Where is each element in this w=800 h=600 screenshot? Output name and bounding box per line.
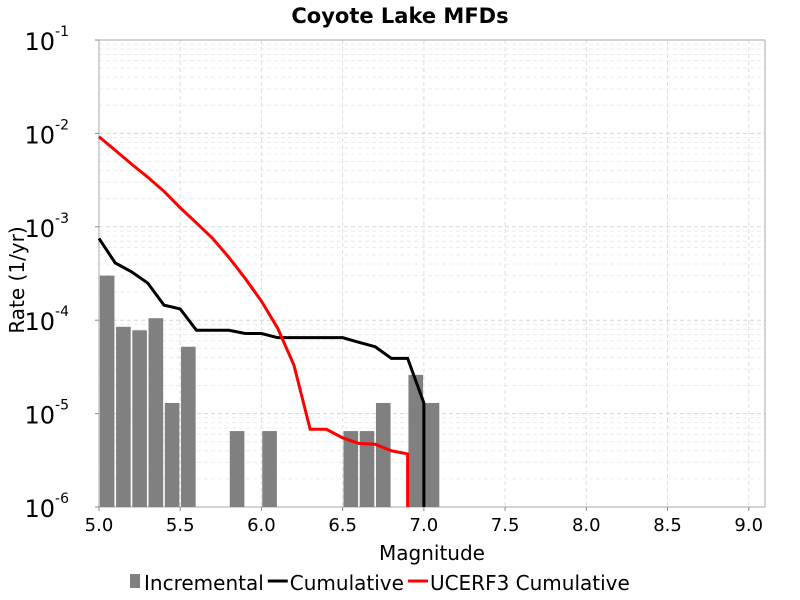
incremental-bar — [132, 330, 147, 507]
y-tick-label: 10-6 — [24, 491, 69, 523]
legend-label: Cumulative — [290, 571, 404, 595]
x-tick-label: 8.5 — [653, 515, 682, 536]
x-tick-label: 5.0 — [85, 515, 114, 536]
x-tick-label: 5.5 — [166, 515, 195, 536]
x-tick-label: 6.0 — [247, 515, 276, 536]
x-axis-label: Magnitude — [379, 541, 485, 565]
y-tick-label: 10-5 — [24, 398, 69, 430]
y-axis-ticks: 10-6 10-5 10-4 10-3 10-2 10-1 — [24, 24, 99, 523]
y-tick-label: 10-3 — [24, 211, 69, 243]
chart-title: Coyote Lake MFDs — [291, 4, 508, 28]
gridlines — [98, 40, 765, 508]
x-tick-label: 7.0 — [410, 515, 439, 536]
y-tick-label: 10-2 — [24, 117, 69, 149]
incremental-bar — [343, 431, 359, 507]
incremental-bar — [148, 318, 164, 507]
incremental-bar — [116, 326, 131, 507]
series-lines — [97, 135, 426, 507]
legend-swatch-incremental — [130, 574, 140, 588]
incremental-bar — [181, 346, 196, 507]
y-axis-label: Rate (1/yr) — [5, 226, 29, 333]
x-tick-label: 6.5 — [328, 515, 357, 536]
x-tick-label: 9.0 — [734, 515, 763, 536]
incremental-bar — [359, 431, 375, 507]
incremental-bar — [164, 402, 180, 507]
incremental-bar — [424, 402, 440, 507]
y-tick-label: 10-1 — [24, 24, 69, 56]
incremental-bar — [99, 275, 115, 507]
ucerf3-cumulative-line — [98, 135, 410, 507]
legend: Incremental Cumulative UCERF3 Cumulative — [130, 571, 630, 595]
x-tick-label: 8.0 — [572, 515, 601, 536]
x-axis-ticks: 5.0 5.5 6.0 6.5 7.0 7.5 8.0 8.5 9.0 — [85, 507, 763, 536]
legend-label: UCERF3 Cumulative — [430, 571, 630, 595]
x-tick-label: 7.5 — [491, 515, 520, 536]
cumulative-line — [97, 237, 426, 507]
incremental-bar — [375, 402, 391, 507]
y-tick-label: 10-4 — [24, 304, 69, 336]
incremental-bar — [229, 431, 245, 507]
incremental-bars — [99, 275, 440, 507]
legend-label: Incremental — [144, 571, 264, 595]
incremental-bar — [262, 431, 277, 507]
incremental-bar — [408, 374, 424, 507]
